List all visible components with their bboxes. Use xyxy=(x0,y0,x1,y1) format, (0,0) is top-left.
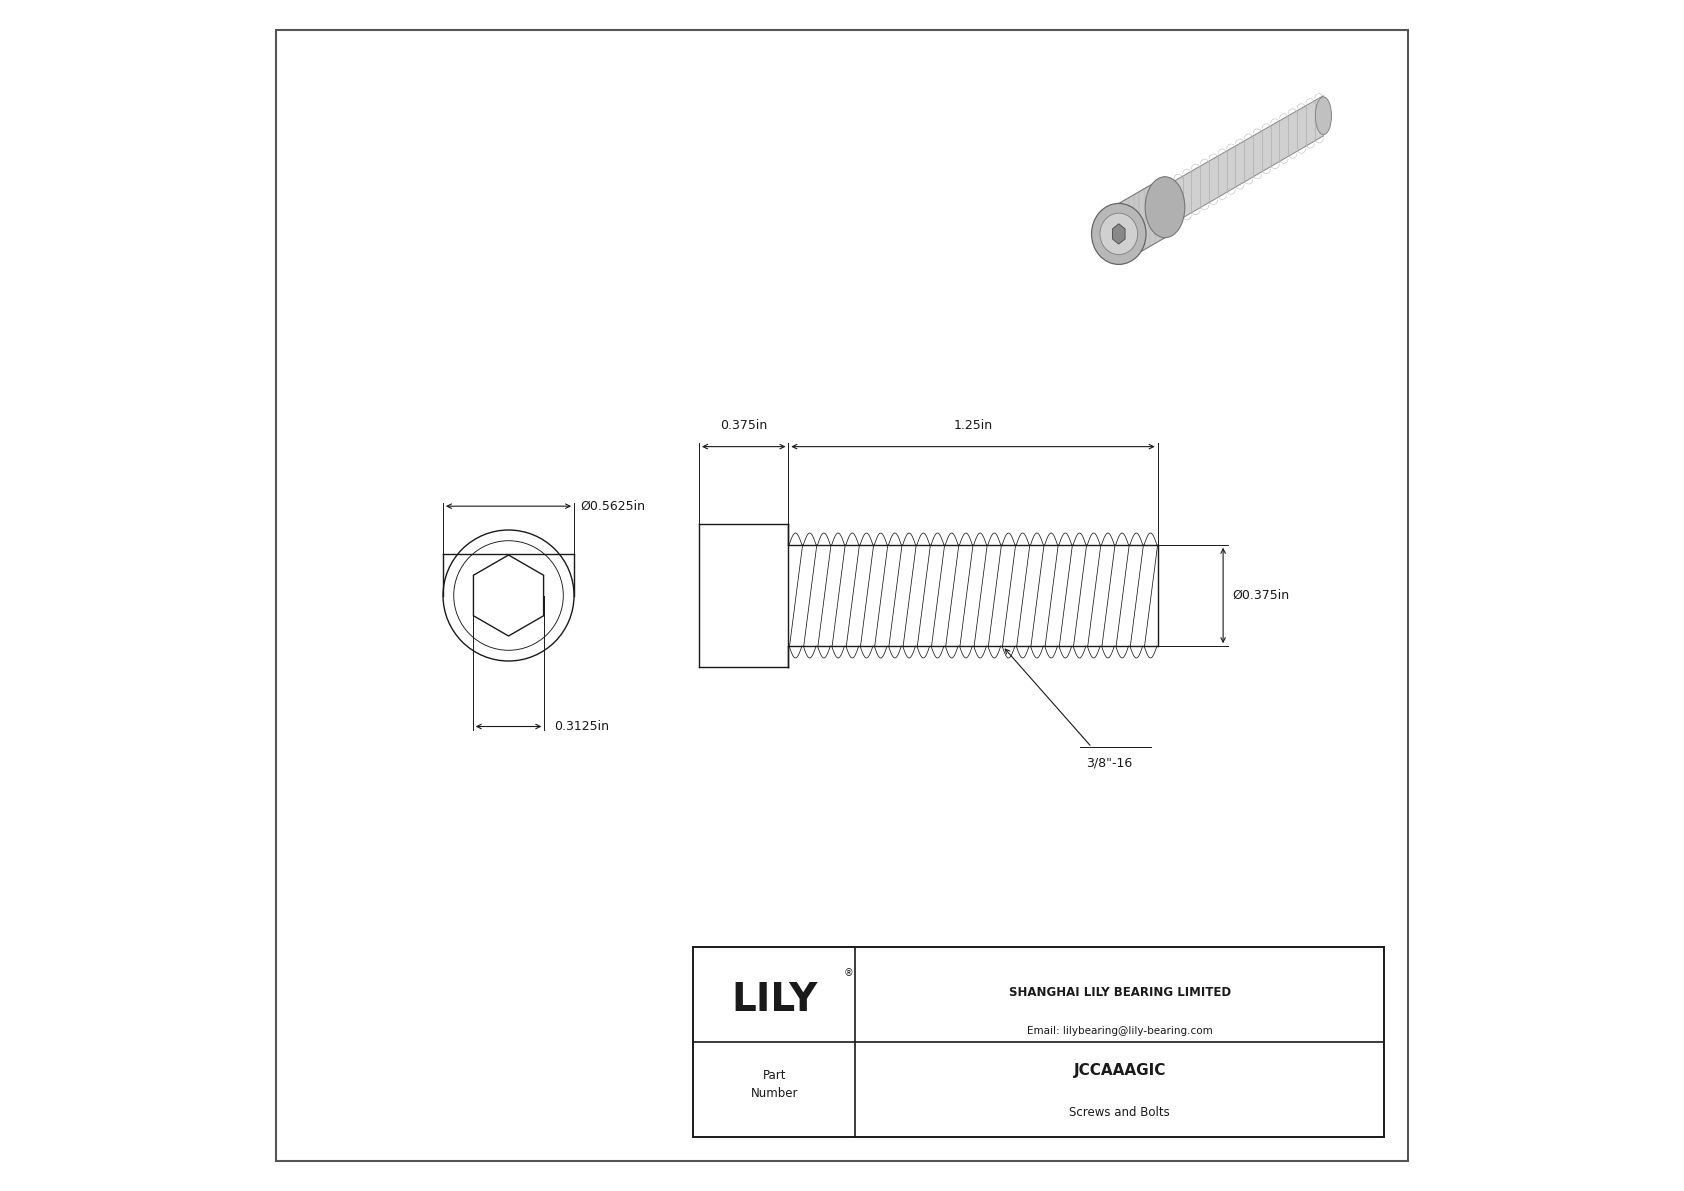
Text: ®: ® xyxy=(844,968,854,979)
Text: Screws and Bolts: Screws and Bolts xyxy=(1069,1106,1170,1120)
Text: Part
Number: Part Number xyxy=(751,1068,798,1099)
Text: 3/8"-16: 3/8"-16 xyxy=(1086,757,1132,769)
Text: Ø0.375in: Ø0.375in xyxy=(1233,590,1290,601)
Text: SHANGHAI LILY BEARING LIMITED: SHANGHAI LILY BEARING LIMITED xyxy=(1009,986,1231,999)
Text: LILY: LILY xyxy=(731,981,817,1019)
Text: 0.3125in: 0.3125in xyxy=(554,721,610,732)
Text: Ø0.5625in: Ø0.5625in xyxy=(579,500,645,512)
Text: 0.375in: 0.375in xyxy=(721,419,768,432)
Text: 1.25in: 1.25in xyxy=(953,419,992,432)
Text: Email: lilybearing@lily-bearing.com: Email: lilybearing@lily-bearing.com xyxy=(1027,1025,1212,1036)
Text: JCCAAAGIC: JCCAAAGIC xyxy=(1073,1064,1165,1078)
